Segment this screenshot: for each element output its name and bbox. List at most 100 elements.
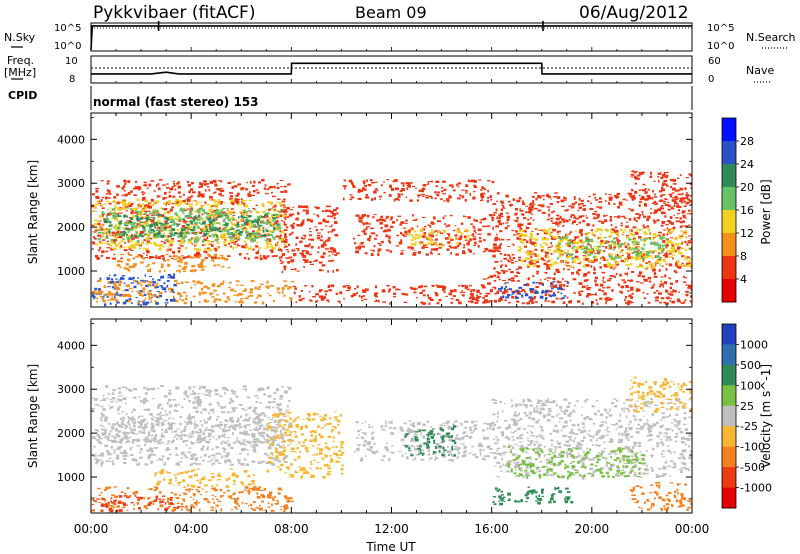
heatmap-cell bbox=[636, 252, 640, 255]
heatmap-cell bbox=[223, 202, 226, 204]
heatmap-cell bbox=[158, 179, 163, 181]
heatmap-cell bbox=[291, 226, 295, 229]
heatmap-cell bbox=[639, 264, 643, 266]
heatmap-cell bbox=[517, 249, 522, 252]
heatmap-cell bbox=[611, 289, 614, 292]
heatmap-cell bbox=[155, 301, 159, 305]
heatmap-cell bbox=[289, 297, 293, 300]
heatmap-cell bbox=[251, 225, 255, 228]
heatmap-cell bbox=[279, 214, 282, 218]
heatmap-cell bbox=[232, 203, 235, 205]
heatmap-cell bbox=[449, 214, 453, 217]
heatmap-cell bbox=[504, 226, 508, 230]
heatmap-cell bbox=[191, 243, 194, 245]
heatmap-cell bbox=[425, 237, 428, 240]
heatmap-cell bbox=[152, 233, 157, 235]
heatmap-cell bbox=[256, 230, 260, 233]
heatmap-cell bbox=[385, 234, 388, 236]
heatmap-cell bbox=[416, 225, 419, 228]
heatmap-cell bbox=[265, 285, 269, 288]
heatmap-cell bbox=[161, 428, 164, 431]
heatmap-cell bbox=[212, 218, 215, 222]
heatmap-cell bbox=[495, 208, 498, 212]
heatmap-cell bbox=[279, 412, 282, 415]
heatmap-cell bbox=[528, 277, 530, 281]
heatmap-cell bbox=[573, 292, 576, 294]
heatmap-cell bbox=[217, 180, 220, 182]
heatmap-cell bbox=[366, 226, 371, 228]
heatmap-cell bbox=[231, 186, 234, 189]
heatmap-cell bbox=[667, 208, 671, 211]
heatmap-cell bbox=[558, 255, 562, 258]
heatmap-cell bbox=[310, 238, 315, 241]
heatmap-cell bbox=[246, 211, 249, 213]
heatmap-cell bbox=[465, 216, 467, 218]
heatmap-cell bbox=[290, 260, 294, 263]
heatmap-cell bbox=[631, 234, 636, 237]
heatmap-cell bbox=[113, 281, 117, 285]
heatmap-cell bbox=[610, 232, 615, 234]
heatmap-cell bbox=[671, 300, 676, 304]
heatmap-cell bbox=[234, 198, 238, 200]
heatmap-cell bbox=[144, 444, 146, 446]
heatmap-cell bbox=[679, 235, 684, 238]
heatmap-cell bbox=[264, 509, 267, 511]
heatmap-cell bbox=[133, 212, 138, 214]
heatmap-cell bbox=[609, 253, 613, 256]
heatmap-cell bbox=[511, 261, 515, 264]
heatmap-cell bbox=[574, 238, 577, 241]
heatmap-cell bbox=[555, 246, 557, 249]
heatmap-cell bbox=[539, 196, 542, 199]
heatmap-cell bbox=[653, 219, 655, 222]
heatmap-cell bbox=[129, 254, 133, 256]
heatmap-cell bbox=[477, 233, 482, 235]
heatmap-cell bbox=[321, 264, 326, 267]
heatmap-cell bbox=[222, 220, 226, 223]
heatmap-cell bbox=[304, 205, 308, 208]
heatmap-cell bbox=[150, 256, 154, 259]
heatmap-cell bbox=[567, 241, 571, 243]
heatmap-cell bbox=[225, 213, 228, 216]
heatmap-cell bbox=[291, 249, 296, 252]
heatmap-cell bbox=[137, 203, 140, 207]
heatmap-cell bbox=[514, 261, 518, 263]
heatmap-cell bbox=[185, 281, 189, 283]
heatmap-cell bbox=[608, 262, 611, 265]
heatmap-cell bbox=[318, 295, 322, 298]
heatmap-cell bbox=[151, 500, 156, 503]
heatmap-cell bbox=[221, 236, 226, 240]
heatmap-cell bbox=[123, 282, 126, 284]
heatmap-cell bbox=[132, 491, 136, 494]
heatmap-cell bbox=[178, 265, 182, 267]
heatmap-cell bbox=[120, 234, 124, 236]
heatmap-cell bbox=[119, 295, 123, 297]
heatmap-cell bbox=[626, 272, 628, 276]
heatmap-cell bbox=[188, 216, 192, 218]
heatmap-cell bbox=[472, 233, 475, 236]
heatmap-cell bbox=[438, 247, 442, 249]
heatmap-cell bbox=[112, 199, 115, 203]
heatmap-cell bbox=[281, 253, 286, 256]
heatmap-cell bbox=[114, 499, 117, 503]
heatmap-cell bbox=[141, 294, 145, 297]
heatmap-cell bbox=[607, 236, 610, 238]
heatmap-cell bbox=[664, 215, 667, 218]
heatmap-cell bbox=[387, 291, 391, 293]
heatmap-cell bbox=[602, 276, 605, 279]
heatmap-cell bbox=[326, 239, 331, 242]
heatmap-cell bbox=[244, 486, 249, 489]
heatmap-cell bbox=[246, 211, 248, 214]
heatmap-cell bbox=[209, 198, 212, 201]
heatmap-cell bbox=[109, 293, 114, 296]
heatmap-cell bbox=[556, 280, 560, 284]
heatmap-cell bbox=[610, 255, 613, 257]
heatmap-cell bbox=[133, 492, 136, 496]
heatmap-cell bbox=[659, 263, 662, 267]
heatmap-cell bbox=[267, 506, 271, 508]
heatmap-cell bbox=[528, 207, 532, 210]
heatmap-cell bbox=[429, 232, 434, 235]
heatmap-cell bbox=[635, 289, 640, 292]
heatmap-cell bbox=[369, 179, 373, 182]
heatmap-cell bbox=[126, 496, 130, 499]
colorbar-tick-label: 4 bbox=[740, 273, 747, 286]
